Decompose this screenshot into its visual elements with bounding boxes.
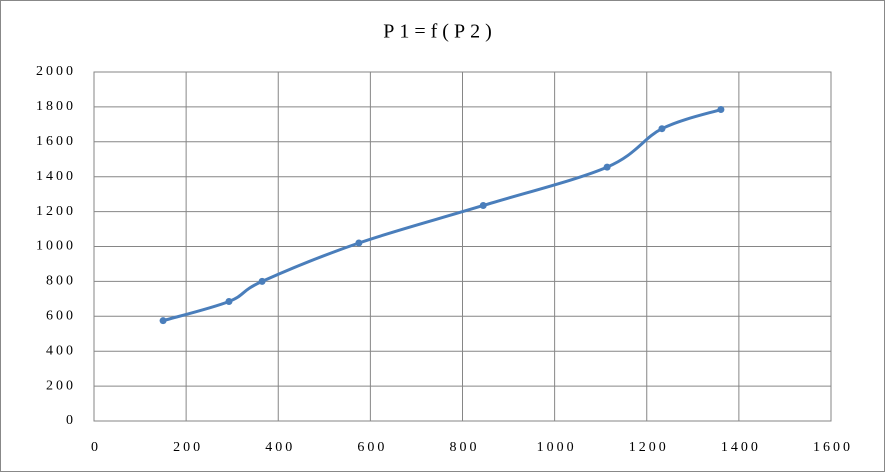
x-tick-label: 200: [173, 440, 203, 455]
y-tick-label: 400: [46, 343, 76, 358]
data-point: [603, 163, 611, 171]
y-tick-label: 1000: [36, 239, 76, 254]
x-tick-label: 1000: [537, 440, 577, 455]
x-tick-label: 1200: [629, 440, 669, 455]
x-tick-label: 1600: [813, 440, 853, 455]
data-point: [159, 317, 167, 325]
y-tick-label: 1600: [36, 134, 76, 149]
y-tick-label: 1400: [36, 169, 76, 184]
x-tick-label: 0: [91, 440, 101, 455]
x-tick-label: 800: [450, 440, 480, 455]
data-point: [258, 277, 266, 285]
data-point: [717, 106, 725, 114]
y-tick-label: 600: [46, 309, 76, 324]
data-point: [355, 239, 363, 247]
x-tick-label: 400: [265, 440, 295, 455]
y-tick-label: 200: [46, 378, 76, 393]
y-tick-label: 0: [66, 413, 76, 428]
y-tick-label: 1200: [36, 204, 76, 219]
data-point: [658, 125, 666, 133]
x-tick-label: 1400: [721, 440, 761, 455]
y-tick-label: 1800: [36, 99, 76, 114]
plot-area: [93, 71, 832, 422]
x-tick-label: 600: [357, 440, 387, 455]
data-point: [479, 201, 487, 209]
chart-title: P1=f(P2): [383, 21, 497, 43]
y-tick-label: 2000: [36, 64, 76, 79]
data-line: [162, 108, 722, 323]
data-point: [225, 297, 233, 305]
y-tick-label: 800: [46, 274, 76, 289]
